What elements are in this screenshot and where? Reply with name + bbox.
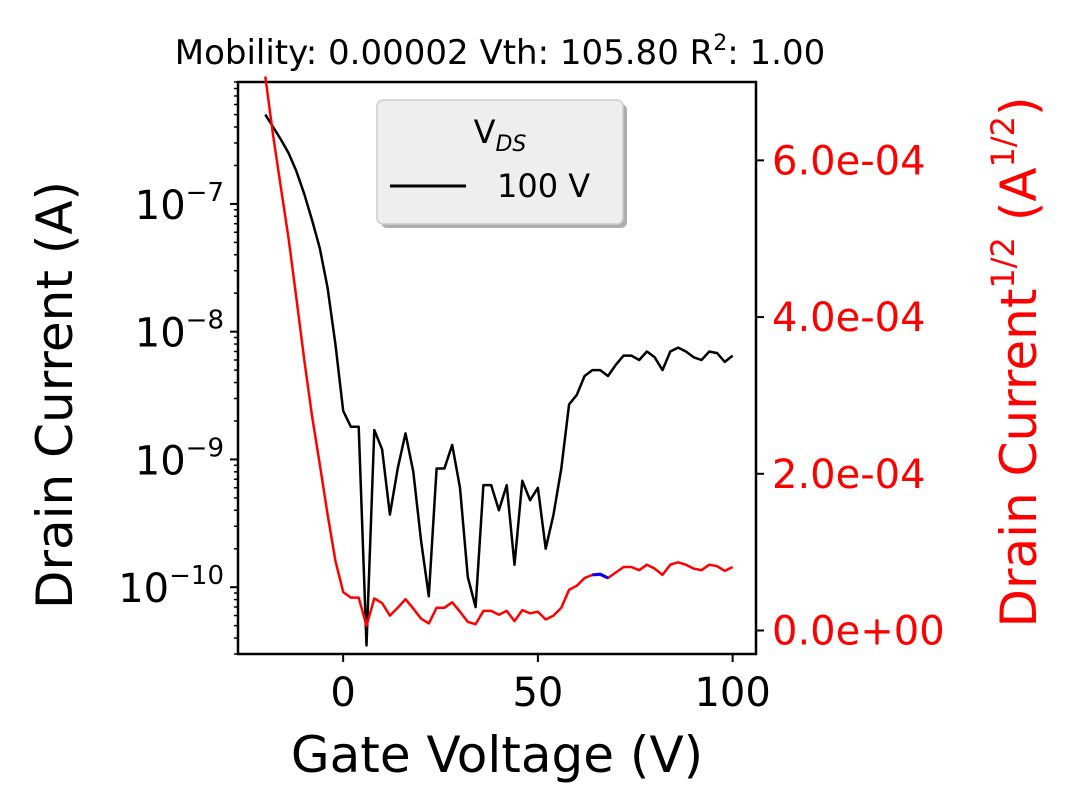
series-lines bbox=[264, 76, 734, 647]
y-tick-label: 10−10 bbox=[118, 561, 224, 612]
sqrt-drain-current-line bbox=[264, 76, 734, 628]
x-axis-ticks: 0 50 100 bbox=[330, 654, 771, 716]
x-tick-label: 100 bbox=[694, 670, 770, 716]
drain-current-line bbox=[264, 113, 734, 647]
linear-fit-line bbox=[592, 572, 609, 580]
y-axis-label: Drain Current (A) bbox=[26, 181, 84, 609]
y2-tick-label: 2.0e-04 bbox=[772, 452, 926, 498]
y2-axis-label: Drain Current1/2 (A1/2) bbox=[984, 96, 1048, 627]
y2-tick-label: 4.0e-04 bbox=[772, 295, 926, 341]
y2-tick-label: 0.0e+00 bbox=[772, 608, 945, 654]
y-minor-ticks bbox=[234, 81, 238, 655]
legend-entry-label: 100 V bbox=[497, 167, 590, 205]
y-tick-label: 10−8 bbox=[135, 306, 224, 357]
legend-box bbox=[376, 99, 624, 225]
plot-frame bbox=[236, 80, 758, 656]
y2-tick-label: 6.0e-04 bbox=[772, 138, 926, 184]
y-axis-ticks: 10−7 10−8 10−9 10−10 bbox=[118, 178, 238, 612]
y2-axis-ticks: 0.0e+00 2.0e-04 4.0e-04 6.0e-04 bbox=[756, 138, 945, 654]
x-tick-label: 50 bbox=[512, 670, 563, 716]
y-tick-label: 10−7 bbox=[135, 178, 224, 229]
x-axis-label: Gate Voltage (V) bbox=[291, 726, 703, 784]
legend-title: VDS bbox=[474, 113, 527, 157]
y-tick-label: 10−9 bbox=[135, 433, 224, 484]
chart-title: Mobility: 0.00002 Vth: 105.80 R2: 1.00 bbox=[175, 31, 825, 73]
x-tick-label: 0 bbox=[330, 670, 355, 716]
legend: VDS 100 V bbox=[376, 99, 627, 228]
